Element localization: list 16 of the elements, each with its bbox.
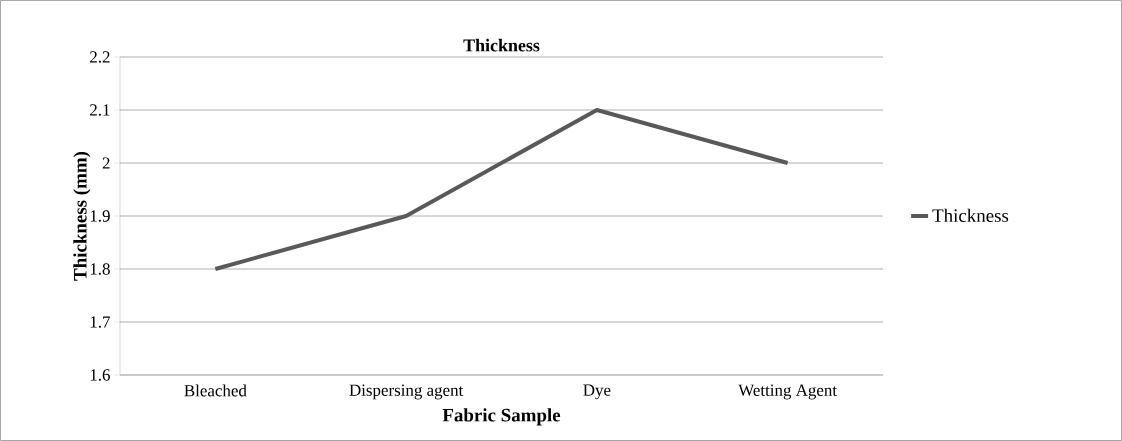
y-tick-label: 2.2 xyxy=(90,51,110,63)
y-tick-label: 1.6 xyxy=(90,369,110,381)
y-tick-label: 1.7 xyxy=(90,316,110,328)
line-series xyxy=(213,108,790,271)
chart-title: Thickness xyxy=(463,38,540,52)
x-tick-label: Dye xyxy=(583,384,611,400)
y-tick-label: 2.1 xyxy=(90,104,110,116)
y-tick-label: 1.8 xyxy=(90,263,110,275)
x-tick-label: Dispersing agent xyxy=(349,384,464,400)
legend-label: Thickness xyxy=(932,208,1009,223)
x-axis-title: Fabric Sample xyxy=(442,408,561,426)
y-tick-label: 1.9 xyxy=(90,210,110,222)
y-axis-title: Thickness (mm) xyxy=(73,151,91,281)
x-tick-label: Wetting Agent xyxy=(738,384,837,400)
y-tick-label: 2 xyxy=(102,157,110,169)
x-tick-label: Bleached xyxy=(184,384,247,397)
